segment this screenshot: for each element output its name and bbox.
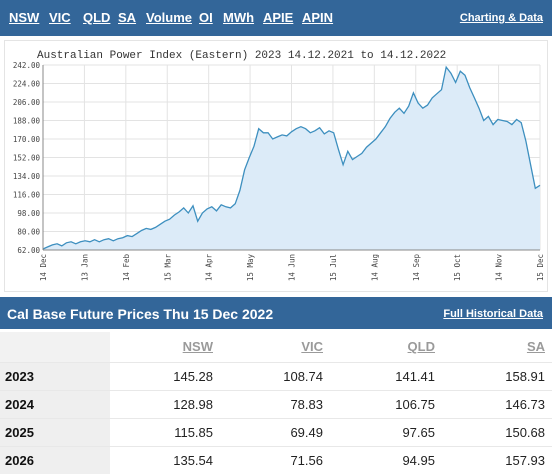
y-tick-label: 116.00 bbox=[13, 191, 41, 200]
tab-sa[interactable]: SA bbox=[118, 10, 137, 25]
cell-value: 128.98 bbox=[110, 389, 220, 418]
table-corner bbox=[0, 332, 110, 362]
cell-value: 115.85 bbox=[110, 417, 220, 446]
column-header-sa[interactable]: SA bbox=[526, 339, 545, 355]
cell-value: 78.83 bbox=[220, 389, 330, 418]
row-year: 2023 bbox=[0, 361, 110, 390]
y-tick-label: 134.00 bbox=[13, 172, 41, 181]
futures-title: Cal Base Future Prices Thu 15 Dec 2022 bbox=[7, 306, 274, 322]
series-area bbox=[43, 67, 540, 250]
x-tick-label: 14 Dec bbox=[39, 254, 48, 281]
y-tick-label: 80.00 bbox=[17, 228, 40, 237]
cell-value: 158.91 bbox=[442, 361, 552, 390]
cell-value: 150.68 bbox=[442, 417, 552, 446]
series-line bbox=[42, 65, 541, 250]
y-tick-label: 206.00 bbox=[13, 98, 41, 107]
x-tick-label: 15 May bbox=[246, 254, 255, 282]
cell-value: 135.54 bbox=[110, 445, 220, 474]
tab-nsw[interactable]: NSW bbox=[9, 10, 40, 25]
cell-value: 94.95 bbox=[330, 445, 442, 474]
y-tick-label: 98.00 bbox=[17, 209, 40, 218]
tab-volume[interactable]: Volume bbox=[146, 10, 192, 25]
table-row: 2026 135.54 71.56 94.95 157.93 bbox=[0, 445, 552, 474]
charting-data-link[interactable]: Charting & Data bbox=[459, 12, 543, 24]
table-header-row: NSW VIC QLD SA bbox=[0, 332, 552, 362]
column-header-nsw[interactable]: NSW bbox=[182, 339, 213, 355]
cell-value: 157.93 bbox=[442, 445, 552, 474]
y-tick-label: 242.00 bbox=[13, 61, 41, 70]
x-tick-label: 14 Jun bbox=[288, 254, 297, 281]
x-tick-label: 14 Feb bbox=[122, 254, 131, 282]
futures-header-bar: Cal Base Future Prices Thu 15 Dec 2022 F… bbox=[0, 297, 552, 329]
row-year: 2025 bbox=[0, 417, 110, 446]
tab-mwh[interactable]: MWh bbox=[223, 10, 255, 25]
full-historical-data-link[interactable]: Full Historical Data bbox=[443, 308, 543, 320]
y-tick-label: 224.00 bbox=[13, 80, 41, 89]
x-tick-label: 14 Sep bbox=[412, 254, 421, 282]
table-row: 2024 128.98 78.83 106.75 146.73 bbox=[0, 389, 552, 418]
x-tick-label: 15 Dec bbox=[536, 254, 545, 281]
cell-value: 145.28 bbox=[110, 361, 220, 390]
tab-vic[interactable]: VIC bbox=[49, 10, 71, 25]
cell-value: 141.41 bbox=[330, 361, 442, 390]
x-tick-label: 13 Jan bbox=[80, 254, 89, 281]
cell-value: 69.49 bbox=[220, 417, 330, 446]
row-year: 2024 bbox=[0, 389, 110, 418]
x-tick-label: 14 Apr bbox=[205, 254, 214, 282]
x-tick-label: 15 Jul bbox=[329, 254, 338, 281]
x-tick-label: 15 Mar bbox=[163, 254, 172, 282]
tab-qld[interactable]: QLD bbox=[83, 10, 111, 25]
table-row: 2023 145.28 108.74 141.41 158.91 bbox=[0, 361, 552, 390]
x-tick-label: 14 Aug bbox=[370, 254, 379, 281]
cell-value: 146.73 bbox=[442, 389, 552, 418]
cell-value: 71.56 bbox=[220, 445, 330, 474]
row-year: 2026 bbox=[0, 445, 110, 474]
cell-value: 106.75 bbox=[330, 389, 442, 418]
table-row: 2025 115.85 69.49 97.65 150.68 bbox=[0, 417, 552, 446]
chart-canvas: 242.00 224.00 206.00 188.00 170.00 152.00 134.… bbox=[13, 50, 545, 282]
x-tick-label: 14 Nov bbox=[495, 254, 504, 282]
tab-apie[interactable]: APIE bbox=[263, 10, 294, 25]
futures-table: NSW VIC QLD SA 2023 145.28 108.74 141.41… bbox=[0, 332, 552, 474]
power-index-chart: 242.00 224.00 206.00 188.00 170.00 152.00 134.… bbox=[4, 40, 548, 292]
tab-apin[interactable]: APIN bbox=[302, 10, 334, 25]
y-tick-label: 62.00 bbox=[17, 246, 40, 255]
column-header-qld[interactable]: QLD bbox=[407, 339, 435, 355]
y-tick-label: 152.00 bbox=[13, 154, 41, 163]
column-header-vic[interactable]: VIC bbox=[301, 339, 323, 355]
cell-value: 97.65 bbox=[330, 417, 442, 446]
cell-value: 108.74 bbox=[220, 361, 330, 390]
tab-oi[interactable]: OI bbox=[199, 10, 213, 25]
chart-title: Australian Power Index (Eastern) 2023 14… bbox=[37, 50, 446, 62]
y-tick-label: 170.00 bbox=[13, 135, 41, 144]
top-nav-bar: NSW VIC QLD SA Volume OI MWh APIE APIN C… bbox=[0, 0, 552, 36]
x-tick-label: 15 Oct bbox=[453, 254, 462, 281]
y-tick-label: 188.00 bbox=[13, 117, 41, 126]
